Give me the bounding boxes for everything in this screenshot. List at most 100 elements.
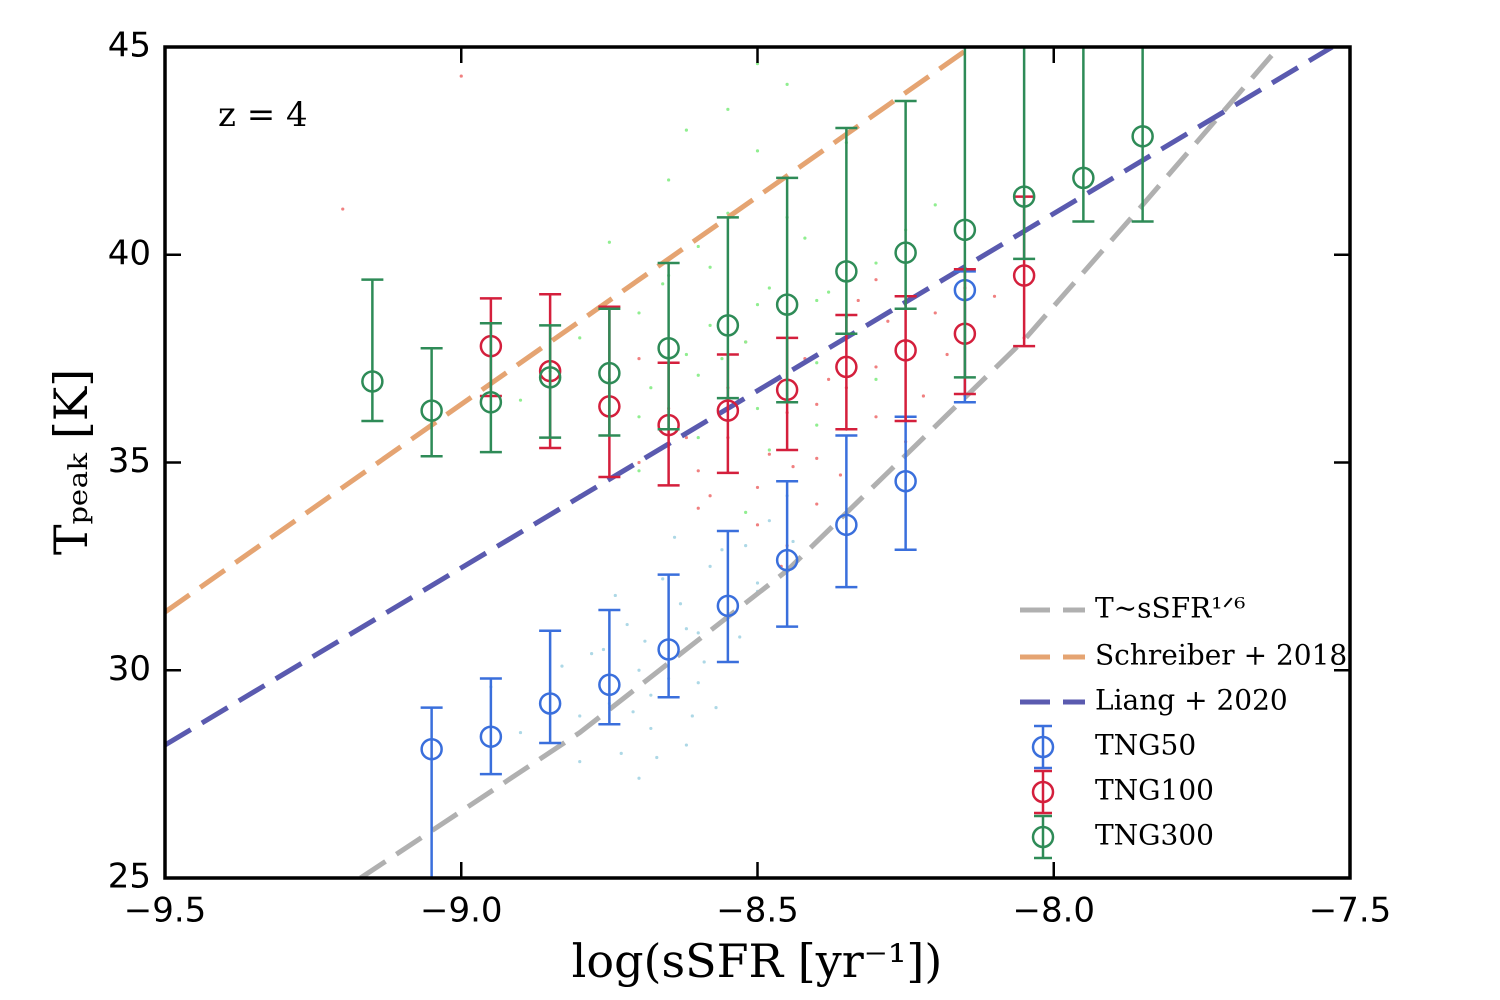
cloud-point: [625, 622, 629, 627]
cloud-point: [767, 448, 771, 452]
cloud-point: [815, 502, 819, 506]
cloud-point: [518, 730, 523, 735]
cloud-point: [696, 469, 700, 473]
data-point: [420, 399, 443, 422]
cloud-point: [637, 469, 641, 473]
legend-label: T∼sSFR¹ᐟ⁶: [1095, 592, 1246, 625]
cloud-point: [921, 394, 926, 398]
cloud-point: [874, 278, 878, 282]
cloud-point: [678, 602, 683, 606]
cloud-point: [815, 402, 819, 406]
cloud-point: [560, 664, 564, 668]
cloud-point: [613, 593, 617, 598]
legend-label: TNG300: [1095, 819, 1214, 852]
cloud-point: [637, 460, 641, 465]
cloud-point: [755, 523, 760, 527]
data-point: [1131, 125, 1154, 148]
cloud-point: [708, 265, 712, 269]
data-point: [1012, 264, 1036, 287]
cloud-point: [590, 652, 594, 656]
cloud-point: [791, 465, 795, 469]
cloud-point: [815, 298, 819, 303]
cloud-point: [744, 544, 748, 548]
cloud-point: [696, 506, 700, 510]
data-point: [716, 314, 740, 337]
cloud-point: [637, 776, 641, 780]
cloud-point: [738, 635, 742, 639]
cloud-point: [690, 714, 694, 718]
cloud-point: [856, 298, 860, 303]
legend-label: Liang + 2020: [1095, 684, 1288, 717]
cloud-point: [643, 639, 647, 643]
cloud-point: [667, 178, 671, 182]
data-point: [1012, 185, 1036, 208]
cloud-point: [726, 107, 730, 111]
cloud-point: [874, 377, 878, 381]
data-point: [835, 513, 858, 537]
cloud-point: [578, 760, 582, 764]
cloud-point: [933, 311, 937, 315]
cloud-point: [684, 627, 689, 631]
y-tick-label: 30: [108, 649, 151, 689]
cloud-point: [791, 539, 795, 544]
data-point: [598, 673, 621, 697]
data-point: [657, 336, 680, 360]
cloud-point: [661, 577, 665, 581]
x-tick-label: −8.0: [1012, 891, 1095, 931]
data-point: [835, 260, 858, 283]
cloud-point: [755, 581, 760, 585]
cloud-point: [785, 82, 789, 86]
cloud-point: [827, 377, 831, 381]
cloud-point: [649, 726, 653, 731]
cloud-point: [708, 494, 712, 498]
cloud-point: [696, 244, 700, 249]
cloud-point: [518, 398, 523, 402]
legend-label: TNG100: [1095, 774, 1214, 807]
legend-swatch: [1031, 780, 1055, 804]
cloud-point: [684, 743, 689, 747]
cloud-point: [755, 485, 760, 490]
cloud-point: [755, 406, 760, 411]
y-axis-label: Tₚₑₐₖ [K]: [44, 369, 98, 555]
data-point: [538, 692, 562, 715]
cloud-point: [755, 149, 760, 153]
data-point: [953, 218, 977, 242]
data-point: [835, 355, 858, 379]
cloud-point: [341, 207, 345, 211]
cloud-point: [815, 361, 819, 365]
cloud-point: [803, 236, 807, 240]
legend-label: TNG50: [1095, 729, 1196, 762]
cloud-point: [637, 311, 641, 315]
data-point: [420, 737, 443, 761]
data-point: [598, 361, 621, 385]
y-tick-label: 40: [108, 233, 151, 273]
cloud-point: [684, 128, 689, 132]
cloud-point: [755, 303, 760, 307]
x-axis-label: log(sSFR [yr⁻¹]): [572, 934, 943, 988]
cloud-point: [992, 294, 997, 298]
cloud-point: [720, 548, 724, 552]
x-tick-label: −9.0: [420, 891, 503, 931]
data-point: [716, 594, 740, 618]
annotation: z = 4: [218, 95, 308, 135]
legend: T∼sSFR¹ᐟ⁶ Schreiber + 2018 Liang + 2020 TNG…: [1020, 592, 1347, 860]
cloud-point: [637, 415, 641, 419]
data-point: [361, 370, 384, 393]
data-point: [894, 339, 917, 362]
cloud-point: [578, 336, 582, 340]
cloud-point: [874, 365, 878, 369]
cloud-point: [744, 510, 748, 514]
cloud-point: [708, 564, 712, 568]
cloud-point: [744, 340, 748, 344]
cloud-point: [720, 357, 724, 361]
cloud-point: [637, 668, 641, 672]
cloud-point: [945, 352, 949, 357]
legend-swatch: [1031, 825, 1055, 849]
cloud-point: [696, 681, 700, 685]
plot-area: [165, 47, 1334, 878]
cloud-point: [637, 357, 641, 361]
y-tick-label: 45: [108, 26, 151, 66]
cloud-point: [696, 631, 700, 635]
data-point: [1072, 166, 1095, 190]
data-point: [479, 391, 503, 414]
